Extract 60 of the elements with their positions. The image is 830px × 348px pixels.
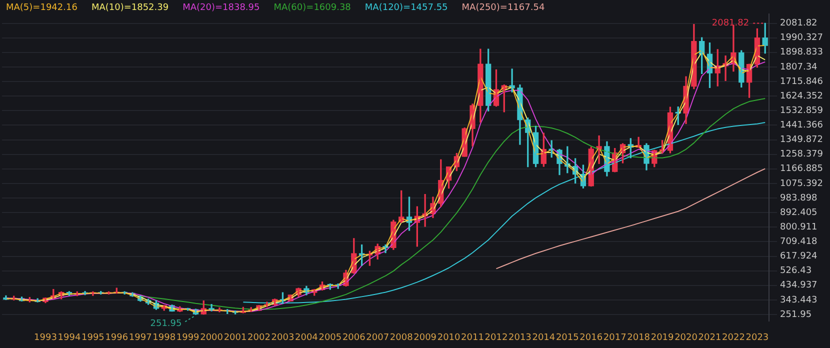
annotation: 251.95 bbox=[150, 318, 182, 329]
y-tick-label: 1349.872 bbox=[780, 135, 824, 146]
x-tick-label: 1996 bbox=[105, 332, 128, 343]
x-tick-label: 2022 bbox=[722, 332, 745, 343]
x-tick-label: 2006 bbox=[342, 332, 366, 343]
y-tick-label: 434.937 bbox=[780, 280, 818, 291]
x-tick-label: 2018 bbox=[627, 332, 650, 343]
x-tick-label: 1993 bbox=[34, 332, 57, 343]
x-tick-label: 1995 bbox=[81, 332, 104, 343]
y-tick-label: 617.924 bbox=[780, 252, 818, 262]
x-tick-label: 2012 bbox=[484, 332, 508, 343]
x-tick-label: 2020 bbox=[674, 332, 698, 343]
x-tick-label: 2005 bbox=[318, 332, 342, 343]
y-tick-label: 983.898 bbox=[780, 193, 818, 204]
text: MA(10)=1852.39 bbox=[91, 3, 169, 13]
y-tick-label: 1807.34 bbox=[780, 62, 818, 72]
x-tick-label: 2009 bbox=[414, 332, 437, 343]
x-tick-label: 2002 bbox=[248, 332, 270, 343]
y-tick-label: 709.418 bbox=[780, 237, 818, 248]
text: MA(250)=1167.54 bbox=[462, 3, 545, 13]
x-tick-label: 2019 bbox=[650, 332, 674, 343]
annotation: 2081.82 bbox=[712, 18, 750, 29]
y-tick-label: 526.43 bbox=[780, 266, 812, 276]
x-tick-label: 2010 bbox=[437, 332, 461, 343]
x-tick-label: 2003 bbox=[271, 332, 294, 343]
x-tick-label: 1998 bbox=[152, 332, 176, 343]
x-tick-label: 2023 bbox=[746, 332, 769, 343]
x-tick-label: 2001 bbox=[224, 332, 247, 343]
x-tick-label: 2000 bbox=[200, 332, 224, 343]
y-tick-label: 800.911 bbox=[780, 222, 818, 232]
x-tick-label: 2015 bbox=[556, 332, 579, 343]
x-tick-label: 1999 bbox=[176, 332, 200, 343]
y-tick-label: 892.405 bbox=[780, 208, 818, 218]
y-tick-label: 1624.352 bbox=[780, 91, 824, 102]
y-tick-label: 1258.379 bbox=[780, 150, 824, 160]
y-tick-label: 1990.327 bbox=[780, 33, 824, 44]
y-tick-label: 1441.366 bbox=[780, 120, 824, 131]
x-tick-label: 1997 bbox=[128, 332, 152, 343]
x-tick-label: 2017 bbox=[603, 332, 626, 343]
y-tick-label: 1715.846 bbox=[780, 76, 824, 87]
y-tick-label: 251.95 bbox=[780, 310, 812, 320]
text: MA(120)=1457.55 bbox=[364, 3, 448, 13]
x-tick-label: 2013 bbox=[508, 332, 532, 343]
x-tick-label: 2004 bbox=[294, 332, 318, 343]
text: MA(5)=1942.16 bbox=[6, 3, 78, 13]
x-tick-label: 1994 bbox=[58, 332, 81, 343]
x-tick-label: 2011 bbox=[461, 332, 484, 343]
y-tick-label: 1166.885 bbox=[780, 164, 824, 174]
y-tick-label: 1075.392 bbox=[780, 178, 824, 189]
text: MA(60)=1609.38 bbox=[274, 3, 351, 13]
x-tick-label: 2008 bbox=[390, 332, 414, 343]
x-tick-label: 2021 bbox=[698, 332, 722, 343]
x-tick-label: 2014 bbox=[532, 332, 556, 343]
y-tick-label: 343.443 bbox=[780, 295, 818, 306]
x-tick-label: 2016 bbox=[580, 332, 603, 343]
y-tick-label: 1532.859 bbox=[780, 106, 824, 116]
y-tick-label: 2081.82 bbox=[780, 18, 818, 29]
x-tick-label: 2007 bbox=[366, 332, 390, 343]
y-tick-label: 1898.833 bbox=[780, 48, 824, 58]
text: MA(20)=1838.95 bbox=[182, 3, 260, 13]
